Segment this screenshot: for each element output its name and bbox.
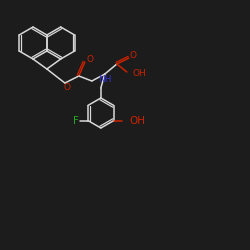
Text: OH: OH <box>133 70 146 78</box>
Text: NH: NH <box>98 74 111 84</box>
Text: OH: OH <box>130 116 146 126</box>
Text: O: O <box>86 56 93 64</box>
Text: F: F <box>73 116 79 126</box>
Text: O: O <box>63 84 70 92</box>
Text: O: O <box>129 52 136 60</box>
